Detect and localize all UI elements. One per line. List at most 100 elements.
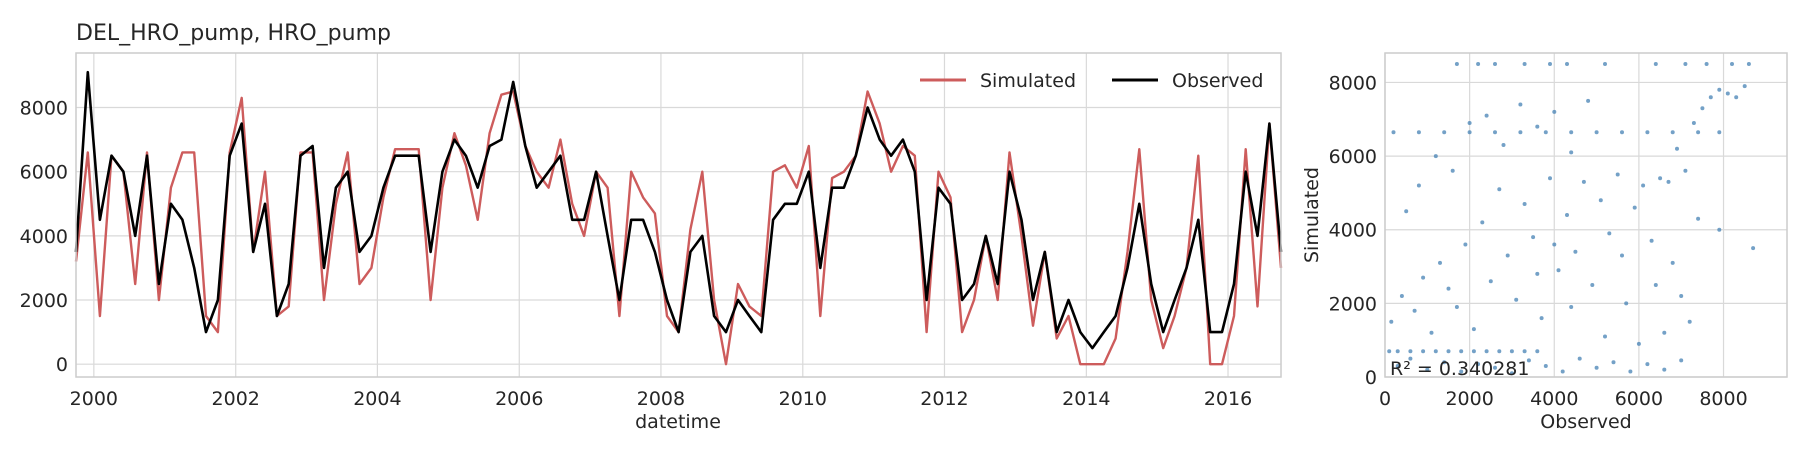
scatter-point bbox=[1560, 369, 1565, 374]
scatter-point bbox=[1611, 360, 1616, 365]
scatter-point bbox=[1620, 253, 1624, 258]
scatter-point bbox=[1480, 220, 1485, 225]
scatter-point bbox=[1658, 176, 1663, 181]
scatter-point bbox=[1543, 364, 1548, 368]
scatter-point bbox=[1742, 84, 1747, 89]
scatter-point bbox=[1509, 371, 1514, 376]
scatter-point bbox=[1471, 349, 1476, 354]
x-tick-label: 2006 bbox=[495, 388, 543, 410]
scatter-point bbox=[1416, 183, 1421, 188]
scatter-point bbox=[1730, 62, 1734, 66]
scatter-point bbox=[1632, 205, 1637, 210]
scatter-point bbox=[1539, 316, 1544, 321]
scatter-point bbox=[1581, 179, 1586, 184]
scatter-point bbox=[1717, 130, 1722, 135]
timeseries-panel: DEL_HRO_pump, HRO_pump 2000 2002 2004 2006 2… bbox=[20, 21, 1283, 433]
y-tick-label: 4000 bbox=[1329, 220, 1377, 242]
scatter-point bbox=[1628, 369, 1633, 374]
y-tick-label: 0 bbox=[56, 354, 68, 376]
scatter-point bbox=[1666, 179, 1671, 184]
scatter-point bbox=[1514, 297, 1519, 302]
scatter-point bbox=[1497, 349, 1502, 354]
scatter-point bbox=[1450, 168, 1455, 173]
scatter-point bbox=[1565, 62, 1569, 66]
scatter-point bbox=[1467, 130, 1472, 135]
scatter-point bbox=[1751, 246, 1756, 251]
scatter-point bbox=[1535, 271, 1540, 276]
y-tick-label: 0 bbox=[1365, 367, 1377, 389]
scatter-point bbox=[1569, 305, 1574, 309]
scatter-point bbox=[1594, 365, 1599, 370]
timeseries-x-label: datetime bbox=[635, 411, 721, 433]
scatter-point bbox=[1429, 330, 1434, 335]
y-tick-label: 8000 bbox=[1329, 72, 1377, 94]
scatter-point bbox=[1501, 143, 1506, 147]
scatter-point bbox=[1522, 62, 1527, 66]
scatter-frame bbox=[1384, 52, 1788, 378]
scatter-point bbox=[1442, 360, 1447, 365]
scatter-point bbox=[1708, 95, 1713, 100]
scatter-point bbox=[1641, 183, 1646, 188]
timeseries-x-ticks: 2000 2002 2004 2006 2008 2010 2012 2014 2016 bbox=[70, 388, 1253, 410]
legend-simulated-label: Simulated bbox=[980, 70, 1076, 92]
timeseries-y-ticks: 0 2000 4000 6000 8000 bbox=[20, 98, 68, 377]
scatter-point bbox=[1476, 62, 1481, 66]
scatter-point bbox=[1438, 260, 1442, 265]
scatter-point bbox=[1586, 98, 1591, 103]
scatter-point bbox=[1395, 364, 1400, 368]
scatter-point bbox=[1522, 349, 1527, 354]
scatter-point bbox=[1696, 216, 1701, 221]
scatter-point bbox=[1395, 349, 1400, 354]
scatter-point bbox=[1535, 124, 1540, 129]
scatter-point bbox=[1459, 369, 1464, 374]
scatter-point bbox=[1425, 367, 1430, 372]
scatter-point bbox=[1421, 275, 1426, 280]
scatter-point bbox=[1679, 358, 1684, 363]
scatter-point bbox=[1603, 334, 1607, 339]
scatter-point bbox=[1552, 109, 1557, 114]
scatter-point bbox=[1717, 87, 1722, 92]
scatter-point bbox=[1653, 62, 1658, 66]
x-tick-label: 2002 bbox=[212, 388, 260, 410]
scatter-point bbox=[1696, 130, 1701, 135]
scatter-point bbox=[1636, 341, 1641, 346]
scatter-point bbox=[1421, 349, 1426, 354]
scatter-point bbox=[1454, 305, 1459, 309]
scatter-point bbox=[1467, 121, 1472, 125]
scatter-point bbox=[1484, 349, 1489, 354]
scatter-point bbox=[1649, 238, 1654, 243]
scatter-point bbox=[1679, 294, 1684, 298]
x-tick-label: 2012 bbox=[920, 388, 968, 410]
x-tick-label: 6000 bbox=[1615, 388, 1663, 410]
scatter-point bbox=[1662, 330, 1667, 335]
scatter-point bbox=[1645, 130, 1650, 135]
scatter-point bbox=[1416, 130, 1421, 135]
scatter-point bbox=[1471, 327, 1476, 332]
scatter-point bbox=[1717, 227, 1722, 232]
scatter-point bbox=[1459, 349, 1464, 354]
scatter-point bbox=[1548, 176, 1552, 181]
scatter-point bbox=[1535, 349, 1540, 354]
scatter-point bbox=[1565, 213, 1569, 217]
scatter-point bbox=[1476, 362, 1481, 367]
scatter-point bbox=[1620, 130, 1624, 135]
scatter-y-ticks: 0 2000 4000 6000 8000 bbox=[1329, 72, 1377, 389]
x-tick-label: 8000 bbox=[1699, 388, 1747, 410]
scatter-point bbox=[1683, 168, 1688, 173]
scatter-point bbox=[1577, 356, 1582, 361]
scatter-point bbox=[1497, 187, 1502, 192]
x-tick-label: 2000 bbox=[1445, 388, 1493, 410]
scatter-point bbox=[1493, 365, 1497, 370]
scatter-point bbox=[1526, 358, 1531, 363]
scatter-point bbox=[1683, 62, 1688, 66]
scatter-point bbox=[1484, 113, 1489, 118]
scatter-point bbox=[1615, 172, 1620, 177]
scatter-point bbox=[1569, 130, 1574, 135]
scatter-point bbox=[1399, 294, 1404, 298]
scatter-point bbox=[1518, 102, 1523, 107]
chart-title: DEL_HRO_pump, HRO_pump bbox=[76, 21, 391, 46]
scatter-point bbox=[1603, 62, 1607, 66]
scatter-point bbox=[1389, 319, 1394, 324]
scatter-point bbox=[1552, 242, 1557, 247]
scatter-point bbox=[1670, 260, 1675, 265]
